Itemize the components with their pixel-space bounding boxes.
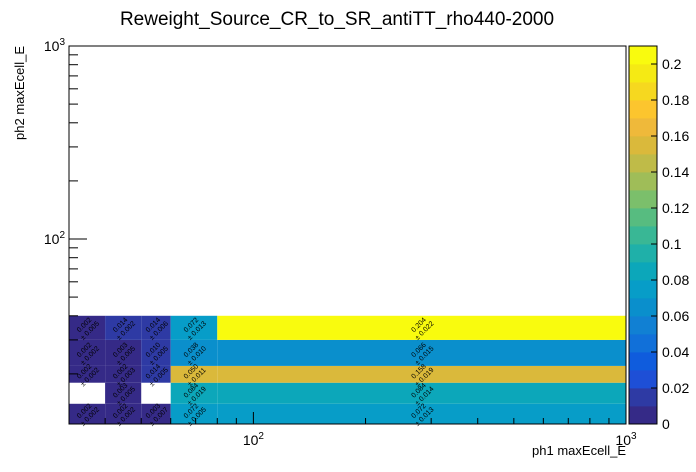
color-scale-segment xyxy=(629,154,657,173)
heatmap-cell xyxy=(170,315,218,340)
z-tick-label: 0.04 xyxy=(662,344,689,360)
heatmap-cell xyxy=(105,365,142,383)
color-scale-segment xyxy=(629,388,657,407)
heatmap-cell xyxy=(141,339,171,366)
x-tick-exponent: 3 xyxy=(631,431,637,442)
color-scale-segment xyxy=(629,316,657,335)
heatmap-cell xyxy=(69,365,106,383)
color-scale-segment xyxy=(629,334,657,353)
color-scale-segment xyxy=(629,136,657,155)
z-tick-label: 0.16 xyxy=(662,128,689,144)
z-tick-label: 0.02 xyxy=(662,380,689,396)
z-tick-label: 0.2 xyxy=(662,56,682,72)
heatmap-cell xyxy=(217,339,626,366)
y-axis-label: ph2 maxEcell_E xyxy=(12,46,27,140)
x-tick-base: 10 xyxy=(615,432,631,448)
x-tick-exponent: 2 xyxy=(258,431,264,442)
y-tick-exponent: 2 xyxy=(59,230,65,241)
heatmap-cell xyxy=(141,315,171,340)
color-scale-ticks: 0 0.02 0.04 0.06 0.08 0.1 0.12 0.14 0.16 0.18 0.2 xyxy=(651,56,689,432)
z-tick-label: 0 xyxy=(662,416,670,432)
z-tick-label: 0.18 xyxy=(662,92,689,108)
color-scale-segment xyxy=(629,262,657,281)
color-scale-frame xyxy=(628,45,658,425)
color-scale-segment xyxy=(629,100,657,119)
y-tick-exponent: 3 xyxy=(59,37,65,48)
x-axis-ticks: 102 103 xyxy=(104,412,637,448)
color-scale-segment xyxy=(629,244,657,263)
y-tick-base: 10 xyxy=(44,38,60,54)
heatmap-cells xyxy=(69,315,626,424)
heatmap-cell xyxy=(69,315,106,340)
y-tick-label: 102 xyxy=(44,230,66,247)
color-scale-segment xyxy=(629,46,657,65)
z-tick-label: 0.12 xyxy=(662,200,689,216)
color-scale-bar xyxy=(629,46,657,425)
color-scale-segment xyxy=(629,370,657,389)
heatmap-cell xyxy=(105,315,142,340)
heatmap-cell xyxy=(105,339,142,366)
heatmap-cell xyxy=(170,403,218,424)
color-scale-segment xyxy=(629,64,657,83)
color-scale-segment xyxy=(629,208,657,227)
color-scale-segment xyxy=(629,406,657,425)
y-tick-base: 10 xyxy=(44,231,60,247)
heatmap-cell xyxy=(105,382,142,404)
heatmap-cell xyxy=(217,315,626,340)
color-scale-segment xyxy=(629,190,657,209)
color-scale-segment xyxy=(629,82,657,101)
heatmap-cell xyxy=(141,365,171,383)
color-scale-segment xyxy=(629,280,657,299)
heatmap-cell xyxy=(217,382,626,404)
x-tick-base: 10 xyxy=(243,432,259,448)
heatmap-cell xyxy=(217,365,626,383)
x-tick-label: 102 xyxy=(243,431,265,448)
color-scale-segment xyxy=(629,172,657,191)
z-tick-label: 0.14 xyxy=(662,164,689,180)
heatmap-cell xyxy=(105,403,142,424)
color-scale-segment xyxy=(629,298,657,317)
y-tick-label: 103 xyxy=(44,37,66,54)
heatmap-cell xyxy=(170,382,218,404)
x-tick-label: 103 xyxy=(615,431,637,448)
z-tick-label: 0.06 xyxy=(662,308,689,324)
z-tick-label: 0.08 xyxy=(662,272,689,288)
heatmap-cell xyxy=(170,365,218,383)
color-scale-segment xyxy=(629,352,657,371)
heatmap-cell xyxy=(69,339,106,366)
heatmap-cell xyxy=(69,403,106,424)
color-scale-segment xyxy=(629,118,657,137)
z-tick-label: 0.1 xyxy=(662,236,682,252)
plot-frame xyxy=(68,45,627,425)
x-axis-label: ph1 maxEcell_E xyxy=(532,443,626,458)
heatmap-cell xyxy=(170,339,218,366)
heatmap-cell xyxy=(217,403,626,424)
chart-title: Reweight_Source_CR_to_SR_antiTT_rho440-2… xyxy=(120,9,554,30)
color-scale-segment xyxy=(629,226,657,245)
heatmap-cell xyxy=(141,403,171,424)
